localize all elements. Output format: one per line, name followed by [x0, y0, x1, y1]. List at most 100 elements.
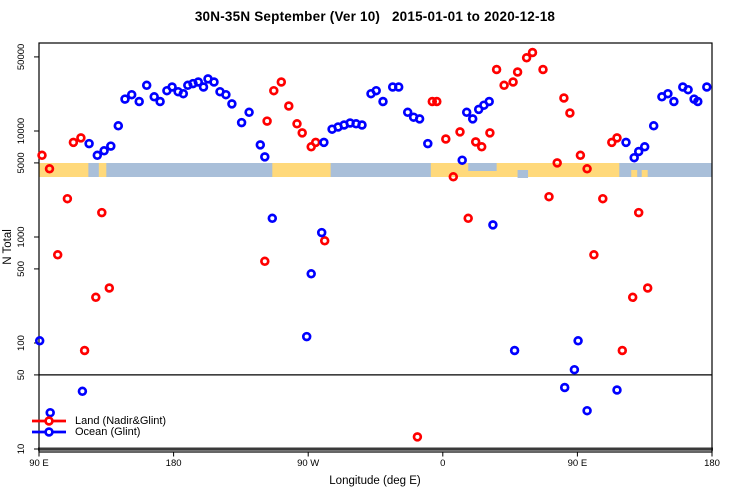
data-point [221, 89, 231, 100]
data-point [77, 386, 88, 397]
y-tick-label: 50 [16, 370, 27, 381]
data-point [423, 138, 433, 149]
data-point [627, 292, 638, 303]
data-point [598, 193, 608, 204]
data-point [260, 152, 270, 162]
data-point [512, 67, 523, 77]
data-point [484, 96, 494, 107]
data-point [92, 150, 103, 161]
y-tick-label: 5000 [16, 152, 27, 173]
data-point [134, 96, 144, 107]
data-point [629, 152, 639, 163]
x-axis-label: Longitude (deg E) [329, 475, 421, 487]
data-point [319, 236, 330, 246]
data-point [357, 120, 367, 130]
data-point [702, 82, 712, 92]
data-point [457, 155, 467, 165]
map-band-ocean-patch [468, 163, 497, 171]
legend: Land (Nadir&Glint) Ocean (Glint) [31, 415, 166, 438]
data-point [683, 84, 693, 95]
data-point [639, 142, 650, 152]
legend-item-land: Land (Nadir&Glint) [31, 415, 166, 427]
data-point [84, 138, 94, 149]
data-point [521, 53, 532, 63]
data-point [559, 93, 569, 103]
data-point [485, 128, 495, 138]
data-point [319, 137, 329, 148]
data-point [167, 82, 177, 92]
data-point [470, 137, 481, 147]
y-tick-label: 10000 [16, 118, 27, 144]
legend-item-ocean: Ocean (Glint) [31, 426, 166, 439]
data-point [310, 137, 321, 148]
data-point [642, 283, 653, 293]
data-point [378, 96, 388, 107]
legend-label-land: Land (Nadir&Glint) [75, 414, 167, 427]
data-point [463, 213, 473, 224]
data-point [104, 283, 115, 293]
data-point [141, 80, 152, 91]
data-point [648, 121, 659, 131]
data-point [402, 107, 413, 118]
map-band-land-speck [641, 170, 648, 177]
y-tick-label: 1000 [16, 226, 27, 247]
data-point [575, 150, 586, 161]
data-point [527, 47, 538, 58]
data-point [276, 77, 287, 87]
data-point [427, 96, 438, 107]
data-point [412, 432, 423, 442]
data-point [178, 88, 189, 99]
data-point [91, 292, 101, 303]
data-point [573, 336, 583, 346]
data-point [663, 88, 673, 99]
data-point [393, 82, 404, 92]
data-point [68, 137, 79, 148]
data-point [209, 77, 219, 87]
data-point [198, 82, 209, 92]
data-point [414, 114, 425, 124]
data-point [621, 137, 631, 148]
data-point [612, 385, 622, 395]
legend-label-ocean: Ocean (Glint) [75, 426, 141, 439]
data-point [669, 96, 679, 107]
data-point [617, 345, 628, 356]
data-point [236, 117, 247, 128]
ocean-series-marker-icon [32, 427, 66, 438]
data-point [301, 331, 312, 342]
y-axis-label: N Total [2, 229, 14, 265]
data-point [499, 80, 509, 91]
map-band-ocean-patch [517, 170, 529, 178]
data-point [569, 364, 580, 375]
data-point [44, 164, 55, 174]
data-point [149, 92, 159, 102]
data-point [34, 336, 45, 346]
data-point [582, 164, 592, 174]
data-point [538, 64, 548, 75]
data-point [432, 96, 442, 107]
data-point [306, 269, 316, 279]
data-point [461, 107, 472, 118]
data-point [316, 227, 327, 238]
data-point [693, 96, 703, 107]
data-point [371, 85, 381, 96]
map-band-land [98, 163, 107, 177]
data-point [262, 116, 272, 126]
data-point [292, 119, 302, 129]
data-point [269, 85, 279, 96]
data-point [37, 150, 47, 161]
data-point [106, 141, 116, 151]
data-point [612, 133, 622, 143]
data-point [448, 172, 459, 182]
y-tick-label: 10 [16, 444, 27, 455]
data-point [79, 345, 90, 356]
data-point [467, 114, 478, 124]
data-point [544, 191, 554, 202]
x-tick-label: 90 W [297, 458, 319, 469]
data-point [589, 250, 599, 260]
data-point [62, 193, 73, 204]
data-point [607, 137, 617, 148]
data-point [227, 99, 237, 109]
data-point [193, 77, 204, 87]
data-point [45, 407, 55, 418]
